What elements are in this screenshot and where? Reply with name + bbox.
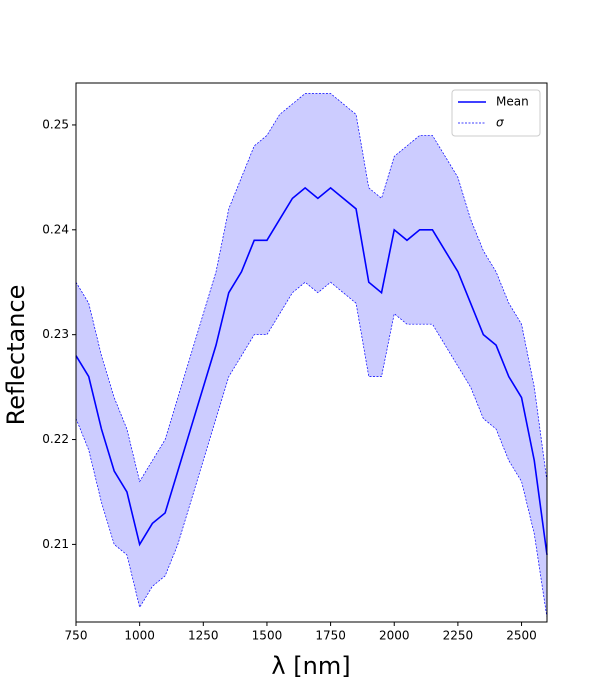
y-tick-label: 0.23 <box>42 327 69 341</box>
plot-frame <box>75 82 548 623</box>
y-tick-label: 0.22 <box>42 432 69 446</box>
x-tick-label: 1250 <box>188 629 219 643</box>
sigma-upper-line <box>75 93 548 483</box>
y-tick-label: 0.21 <box>42 537 69 551</box>
x-tick-label: 1500 <box>252 629 283 643</box>
x-tick-label: 2500 <box>506 629 537 643</box>
mean-line <box>75 186 548 555</box>
legend-label: Mean <box>496 95 529 109</box>
x-axis-label: λ [nm] <box>271 652 350 680</box>
sigma-band <box>76 93 547 618</box>
y-tick-label: 0.25 <box>42 117 69 131</box>
sigma-lower-line <box>75 281 548 618</box>
y-axis-label: Reflectance <box>2 285 30 426</box>
x-tick-label: 2250 <box>443 629 474 643</box>
legend-label: σ <box>496 116 504 130</box>
x-tick-label: 1750 <box>315 629 346 643</box>
x-tick-label: 2000 <box>379 629 410 643</box>
x-tick-label: 1000 <box>124 629 155 643</box>
y-tick-label: 0.24 <box>42 222 69 236</box>
x-tick-label: 750 <box>65 629 88 643</box>
